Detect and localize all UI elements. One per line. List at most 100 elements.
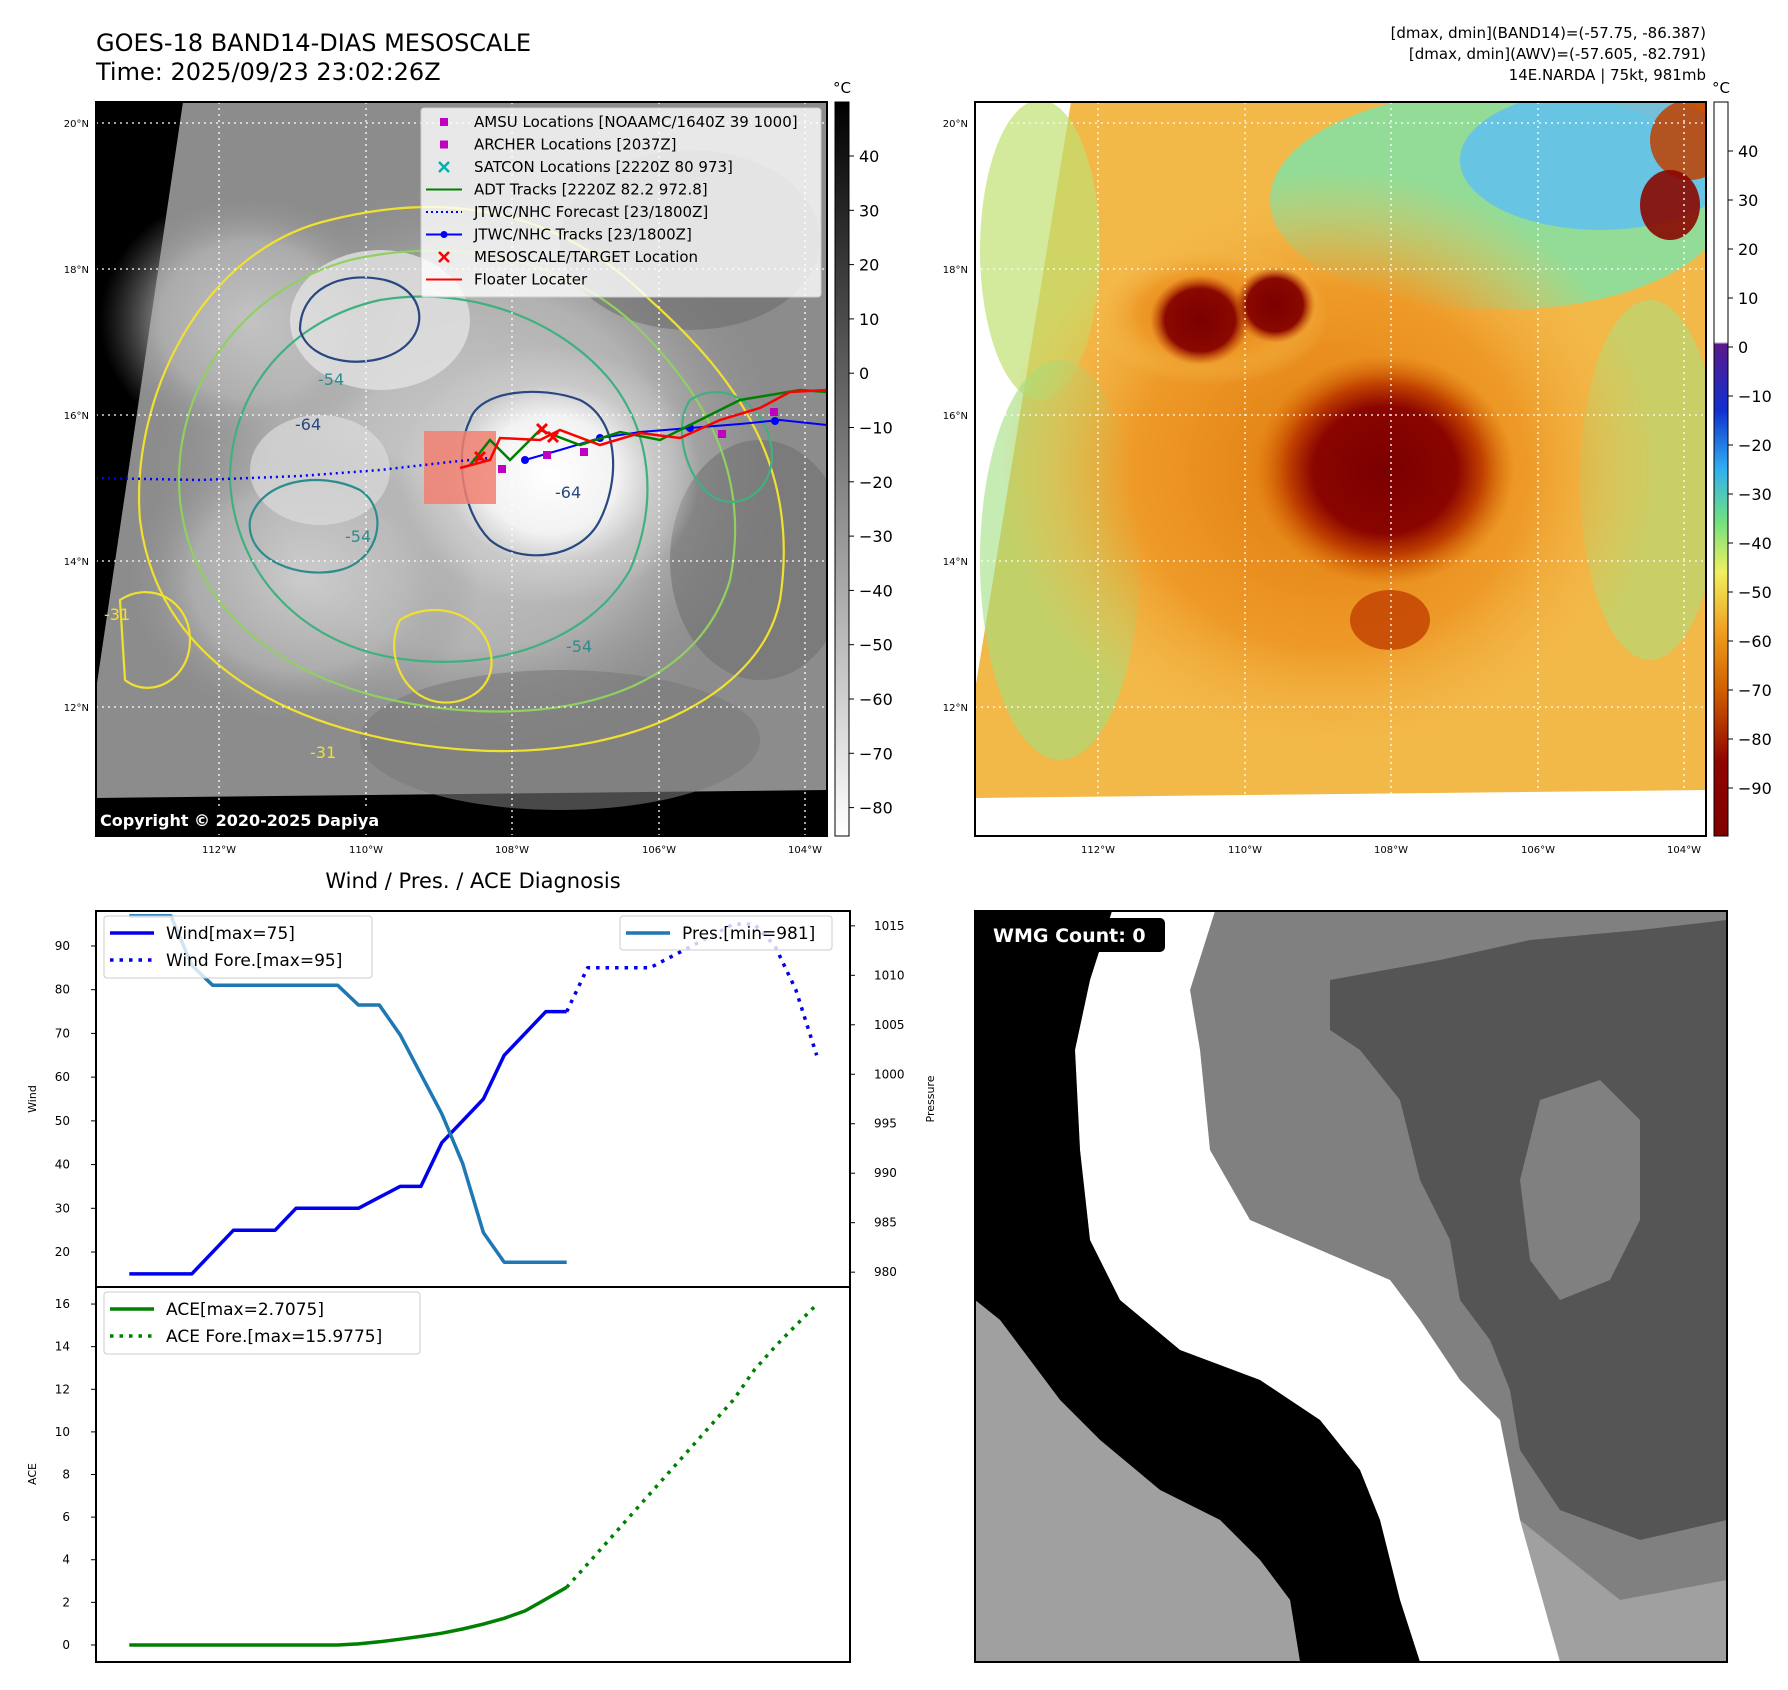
colorbar-tick-label: 0	[859, 364, 869, 383]
ytick-label: 1000	[874, 1067, 905, 1081]
colorbar-tick-label: 10	[859, 310, 879, 329]
awv-field	[980, 102, 1706, 770]
lat-label: 14°N	[943, 557, 968, 568]
ir-colorbar: °C 40 30 20 10 0 −10 −20 −30 −40 −50 −60 −70 −80	[833, 79, 893, 837]
pressure-yticks: 980 985 990 995 1000 1005 1010 1015	[850, 919, 905, 1279]
ace-fore-legend-label: ACE Fore.[max=15.9775]	[166, 1327, 382, 1347]
ytick-label: 980	[874, 1265, 897, 1279]
contour-label: -54	[566, 637, 592, 656]
copyright-box	[96, 806, 406, 834]
colorbar-tick-label: 30	[859, 201, 879, 220]
colorbar-tick-label: −70	[1738, 681, 1772, 700]
lon-label: 110°W	[1228, 845, 1262, 856]
map-legend-label: ARCHER Locations [2037Z]	[474, 136, 677, 154]
lon-label: 108°W	[1374, 845, 1408, 856]
ace-series	[129, 1303, 818, 1647]
ytick-label: 40	[55, 1158, 70, 1172]
colorbar-tick-label: 0	[1738, 338, 1748, 357]
colorbar-tick-label: 20	[1738, 240, 1758, 259]
ytick-label: 60	[55, 1070, 70, 1084]
colorbar-tick-label: 10	[1738, 289, 1758, 308]
ytick-label: 10	[55, 1425, 70, 1439]
awv-lat-labels: 20°N 18°N 16°N 14°N 12°N	[943, 119, 968, 714]
lat-label: 20°N	[64, 119, 89, 130]
contour-label: -64	[555, 483, 581, 502]
contour-label: -31	[104, 605, 130, 624]
band14-range-text: [dmax, dmin](BAND14)=(-57.75, -86.387)	[1391, 24, 1706, 42]
map-legend-label: MESOSCALE/TARGET Location	[474, 248, 698, 266]
ir-colorbar-unit: °C	[833, 79, 851, 97]
lon-label: 106°W	[1521, 845, 1555, 856]
contour-labels: -54 -64 -54 -31 -31 -54 -64	[104, 370, 592, 762]
ytick-label: 0	[62, 1638, 70, 1652]
lat-label: 18°N	[64, 265, 89, 276]
wind-fore-legend-label: Wind Fore.[max=95]	[166, 951, 342, 971]
series-line-0	[129, 1009, 567, 1276]
contour-label: -64	[295, 415, 321, 434]
adt-track	[469, 388, 827, 466]
map-legend-label: JTWC/NHC Forecast [23/1800Z]	[473, 203, 708, 221]
legend-square-marker	[440, 140, 448, 149]
figure-time: Time: 2025/09/23 23:02:26Z	[95, 58, 441, 86]
ytick-label: 20	[55, 1245, 70, 1259]
ytick-label: 12	[55, 1382, 70, 1396]
ytick-label: 990	[874, 1166, 897, 1180]
ytick-label: 30	[55, 1201, 70, 1215]
wmg-panel: WMG Count: 0	[974, 910, 1728, 1663]
legend-square-marker	[440, 118, 448, 126]
awv-colorbar: °C 40 30 20 10 0 −10 −20 −30 −40 −50 −60 −70 −80 −90	[1712, 79, 1772, 837]
ytick-label: 8	[62, 1468, 70, 1482]
wind-legend: Wind[max=75] Wind Fore.[max=95]	[103, 915, 373, 979]
map-legend-item: Floater Locater	[426, 271, 588, 289]
ytick-label: 1015	[874, 919, 905, 933]
lon-label: 108°W	[495, 845, 529, 856]
wmg-count-box	[985, 918, 1165, 952]
map-legend-item: JTWC/NHC Tracks [23/1800Z]	[426, 226, 692, 244]
map-legend: AMSU Locations [NOAAMC/1640Z 39 1000] ARC…	[420, 107, 822, 298]
colorbar-tick-label: −20	[859, 473, 893, 492]
map-legend-item: ARCHER Locations [2037Z]	[440, 136, 677, 154]
colorbar-tick-label: 30	[1738, 191, 1758, 210]
colorbar-tick-label: −80	[859, 799, 893, 818]
contour-label: -54	[345, 527, 371, 546]
lon-label: 104°W	[788, 845, 822, 856]
ace-yticks: 0 2 4 6 8 10 12 14 16	[55, 1297, 96, 1652]
wmg-mid-region	[1520, 1080, 1640, 1300]
lon-label: 104°W	[1667, 845, 1701, 856]
map-legend-item: SATCON Locations [2220Z 80 973]	[438, 158, 733, 176]
legend-x-marker	[438, 251, 450, 263]
colorbar-tick-label: −90	[1738, 779, 1772, 798]
ytick-label: 70	[55, 1026, 70, 1040]
colorbar-tick-label: −30	[859, 527, 893, 546]
ytick-label: 1005	[874, 1018, 905, 1032]
archer-markers	[498, 408, 778, 473]
colorbar-tick-label: −40	[859, 581, 893, 600]
series-line-0	[129, 1585, 568, 1647]
wmg-count-label: WMG Count: 0	[993, 925, 1146, 947]
colorbar-tick-label: −80	[1738, 730, 1772, 749]
wmg-frame	[974, 910, 1728, 1663]
pressure-legend: Pres.[min=981]	[619, 915, 833, 951]
lat-label: 12°N	[943, 703, 968, 714]
lat-label: 14°N	[64, 557, 89, 568]
diag-title: Wind / Pres. / ACE Diagnosis	[325, 869, 620, 893]
ytick-label: 90	[55, 939, 70, 953]
colorbar-tick-label: −60	[1738, 632, 1772, 651]
map-legend-item: JTWC/NHC Forecast [23/1800Z]	[426, 203, 708, 221]
lat-label: 18°N	[943, 265, 968, 276]
mesoscale-target-markers	[473, 422, 560, 464]
ytick-label: 50	[55, 1114, 70, 1128]
lon-label: 106°W	[642, 845, 676, 856]
lat-label: 20°N	[943, 119, 968, 130]
colorbar-tick-label: −10	[1738, 387, 1772, 406]
contour-label: -31	[310, 743, 336, 762]
jtwc-forecast-track	[96, 456, 491, 482]
colorbar-tick-label: −20	[1738, 436, 1772, 455]
ytick-label: 2	[62, 1595, 70, 1609]
awv-map-frame	[974, 101, 1707, 837]
colorbar-tick-label: −40	[1738, 534, 1772, 553]
ir-gridlines	[96, 102, 827, 836]
lon-label: 112°W	[202, 845, 236, 856]
figure-title: GOES-18 BAND14-DIAS MESOSCALE	[96, 29, 531, 57]
ytick-label: 14	[55, 1340, 70, 1354]
